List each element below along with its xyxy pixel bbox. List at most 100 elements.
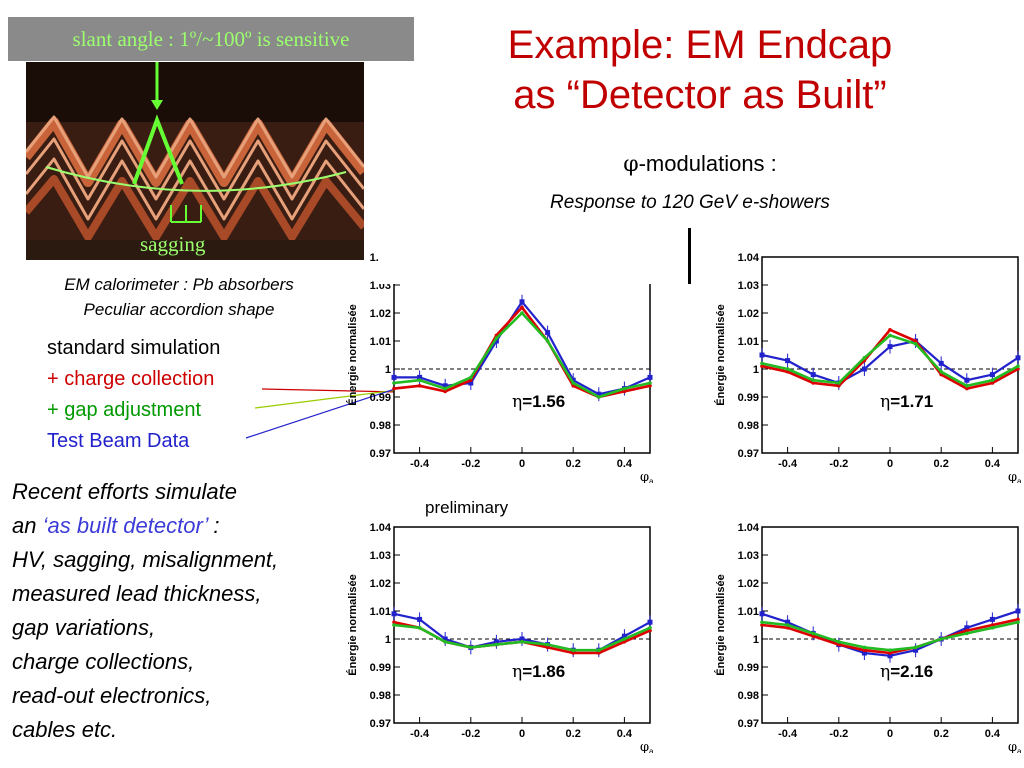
sim-point (760, 361, 764, 366)
sim-point (862, 648, 867, 652)
data-point (442, 636, 448, 642)
sim-point (1016, 364, 1020, 368)
x-tick-label: 0.2 (566, 458, 581, 470)
sim-point (571, 651, 575, 655)
sim-point (417, 626, 422, 630)
sim-point (469, 375, 473, 380)
sim-point (648, 628, 652, 633)
sim-point (1016, 617, 1020, 622)
notes-line-2-prefix: an (12, 513, 43, 538)
data-point (938, 360, 944, 366)
data-point (964, 377, 970, 383)
sim-point (392, 620, 396, 624)
sim-point (939, 370, 943, 374)
phi-symbol: φ (623, 152, 639, 177)
sim-point (811, 381, 815, 385)
sim-point (990, 381, 995, 385)
y-tick-label: 0.99 (738, 662, 759, 674)
chart-eta-2-16: 0.97 0.98 0.99 1 1.01 1.02 1.03 1.04 -0.4 -0.2 0 0.… (714, 522, 1022, 753)
notes-line-1: Recent efforts simulate (12, 479, 237, 504)
y-tick-label: 1 (385, 364, 391, 376)
sim-point (392, 386, 396, 391)
data-point (785, 619, 791, 625)
sim-point (837, 381, 841, 385)
legend-item-charge-collection: + charge collection (47, 368, 215, 390)
sim-point (862, 356, 867, 360)
sim-point (648, 626, 652, 630)
sim-point (494, 336, 499, 340)
legend-item-test-beam: Test Beam Data (47, 430, 190, 452)
sim-point (990, 378, 995, 382)
sim-point (597, 395, 601, 399)
y-tick-label: 0.98 (738, 690, 759, 702)
plot-frame (761, 526, 1019, 724)
y-tick-label: 1 (753, 364, 759, 376)
x-axis-label-sub: abs (1017, 477, 1022, 483)
slide-title: Example: EM Endcap as “Detector as Built… (440, 20, 960, 120)
chart-panel-eta-1-86: 0.97 0.98 0.99 1 1.01 1.02 1.03 1.04 -0.4 -0.2 0 0.… (342, 515, 654, 753)
y-tick-label: 1.01 (370, 336, 391, 348)
x-tick-label: 0.4 (985, 458, 1001, 470)
y-tick-label: 1.02 (738, 578, 759, 590)
sim-point (520, 305, 524, 310)
sim-point (785, 626, 790, 630)
data-point (519, 299, 525, 305)
y-tick-label: 1.02 (738, 308, 759, 320)
sim-point (811, 378, 815, 382)
notes-line-7: read-out electronics, (12, 683, 212, 708)
sim-point (862, 645, 867, 650)
sim-point (622, 640, 627, 644)
y-axis-label: Énergie normalisée (346, 304, 359, 406)
sim-point (760, 364, 764, 368)
y-tick-label: 0.99 (738, 392, 759, 404)
caption-line-2: Peculiar accordion shape (83, 300, 275, 319)
x-tick-label: -0.4 (410, 458, 430, 470)
eta-annotation: η=1.71 (880, 392, 933, 412)
x-tick-label: -0.2 (461, 728, 480, 740)
sim-point (785, 623, 790, 627)
data-point (989, 616, 995, 622)
sim-point (837, 640, 841, 644)
data-point (493, 639, 499, 645)
accordion-photo-graphic (22, 62, 368, 260)
notes-text: Recent efforts simulate an ‘as built det… (12, 475, 357, 747)
data-point (759, 352, 765, 358)
notes-line-4: measured lead thickness, (12, 581, 262, 606)
x-tick-label: 0.2 (934, 458, 949, 470)
legend-pointer-green (254, 389, 399, 409)
sim-point (965, 628, 969, 633)
y-tick-label: 0.99 (370, 662, 391, 674)
y-tick-label: 1.01 (738, 606, 759, 618)
chart-panel-eta-1-56: 0.970.980.9911.011.021.031.04-0.4-0.200.… (342, 245, 654, 483)
data-point (887, 344, 893, 350)
notes-line-3: HV, sagging, misalignment, (12, 547, 279, 572)
y-axis-label: Énergie normalisée (714, 574, 727, 676)
sim-point (597, 648, 601, 652)
sim-point (417, 384, 422, 388)
sim-point (811, 631, 815, 636)
x-tick-label: -0.4 (410, 728, 430, 740)
y-tick-label: 1 (385, 634, 391, 646)
modulations-text: -modulations : (638, 151, 777, 176)
data-point (810, 372, 816, 378)
sim-point (760, 620, 764, 624)
data-point (545, 330, 551, 336)
sim-point (913, 645, 918, 650)
sim-point (965, 384, 969, 388)
y-tick-label: 0.97 (370, 448, 391, 460)
legend: standard simulation + charge collection … (47, 333, 277, 457)
slant-angle-label: slant angle : 1º/~100º is sensitive (8, 17, 414, 61)
sim-point (888, 333, 892, 338)
sim-point (520, 640, 524, 644)
y-tick-label: 1.02 (370, 578, 391, 590)
photo-caption: EM calorimeter : Pb absorbers Peculiar a… (14, 272, 344, 322)
sim-point (888, 648, 892, 652)
sim-point (965, 386, 969, 391)
x-tick-label: 0.2 (934, 728, 949, 740)
y-tick-label: 0.98 (370, 420, 391, 432)
notes-line-8: cables etc. (12, 717, 118, 742)
x-tick-label: -0.2 (461, 458, 480, 470)
data-point (442, 383, 448, 389)
sim-point (443, 386, 447, 391)
chart-panel-eta-1-71: 0.97 0.98 0.99 1 1.01 1.02 1.03 1.04 -0.4 -0.2 0 0.… (710, 245, 1022, 483)
